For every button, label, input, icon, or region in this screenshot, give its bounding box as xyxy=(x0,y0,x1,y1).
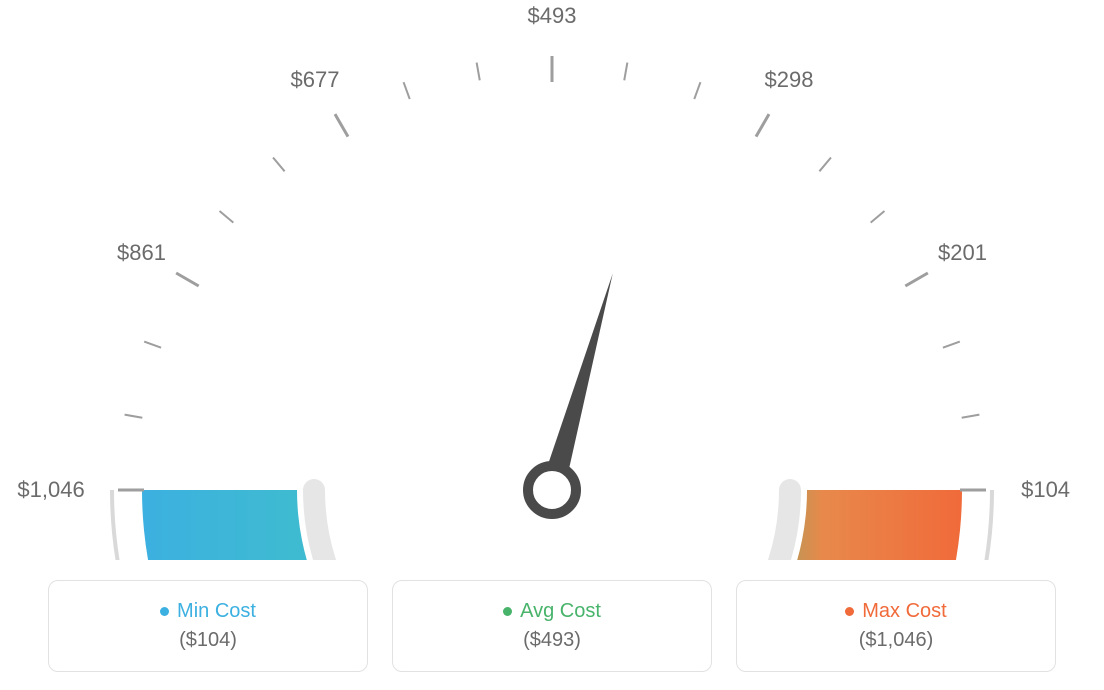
max-dot-icon xyxy=(845,607,854,616)
avg-cost-card: Avg Cost ($493) xyxy=(392,580,712,672)
gauge-tick-label: $104 xyxy=(1021,477,1070,503)
summary-cards: Min Cost ($104) Avg Cost ($493) Max Cost… xyxy=(0,580,1104,672)
avg-cost-label: Avg Cost xyxy=(520,600,601,623)
max-cost-card: Max Cost ($1,046) xyxy=(736,580,1056,672)
gauge-svg xyxy=(0,0,1104,560)
gauge-tick-label: $493 xyxy=(528,3,577,29)
min-cost-value: ($104) xyxy=(179,629,237,652)
min-cost-card: Min Cost ($104) xyxy=(48,580,368,672)
gauge-tick-label: $201 xyxy=(938,240,987,266)
gauge-tick-label: $1,046 xyxy=(17,477,84,503)
cost-gauge: $104 $201 $298 $493 $677 $861 $1,046 xyxy=(0,0,1104,560)
avg-cost-value: ($493) xyxy=(523,629,581,652)
gauge-tick-label: $677 xyxy=(291,67,340,93)
gauge-tick-label: $298 xyxy=(765,67,814,93)
min-cost-title: Min Cost xyxy=(160,600,256,623)
avg-dot-icon xyxy=(503,607,512,616)
max-cost-label: Max Cost xyxy=(862,600,946,623)
avg-cost-title: Avg Cost xyxy=(503,600,601,623)
gauge-tick-label: $861 xyxy=(117,240,166,266)
min-dot-icon xyxy=(160,607,169,616)
min-cost-label: Min Cost xyxy=(177,600,256,623)
max-cost-value: ($1,046) xyxy=(859,629,934,652)
max-cost-title: Max Cost xyxy=(845,600,946,623)
